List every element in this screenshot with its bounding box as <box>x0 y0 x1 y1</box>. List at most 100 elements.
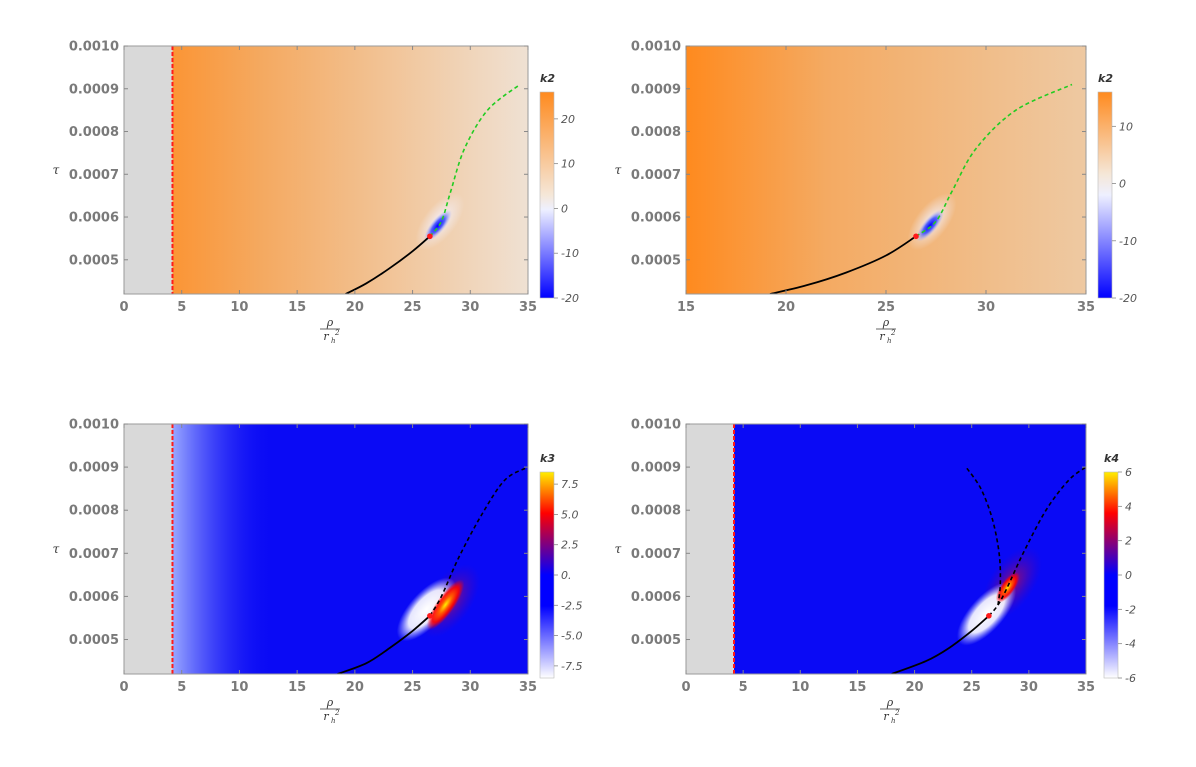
plot-area <box>124 424 528 674</box>
y-tick-label: 0.0007 <box>69 547 119 562</box>
x-axis-label-superscript: 2 <box>334 329 340 337</box>
y-axis-label: τ <box>615 163 622 177</box>
x-axis-label-denominator: r <box>879 330 885 343</box>
y-tick-label: 0.0009 <box>69 461 119 476</box>
x-tick-label: 30 <box>977 300 995 315</box>
y-tick-label: 0.0010 <box>631 40 681 55</box>
y-tick-label: 0.0007 <box>631 168 681 183</box>
x-tick-label: 25 <box>877 300 895 315</box>
colorbar: k4 6 4 2 0 -2 -4 -6 <box>1103 452 1136 685</box>
x-tick-label: 35 <box>519 300 537 315</box>
colorbar-tick-label: -4 <box>1125 638 1136 651</box>
x-tick-label: 30 <box>1020 680 1038 695</box>
y-tick-label: 0.0010 <box>69 418 119 433</box>
colorbar-tick-label: -5.0 <box>561 630 582 643</box>
curve-dashed-1 <box>915 83 1073 237</box>
x-tick-label: 35 <box>1077 300 1095 315</box>
colorbar-tick-label: 0 <box>1119 178 1126 191</box>
x-axis-label-superscript: 2 <box>890 329 896 337</box>
field-negative-blob <box>916 209 944 242</box>
x-tick-label: 5 <box>739 680 748 695</box>
y-tick-label: 0.0008 <box>69 125 119 140</box>
x-tick-label: 5 <box>177 680 186 695</box>
x-tick-label: 20 <box>346 300 364 315</box>
x-axis-label-numerator: ρ <box>326 696 334 709</box>
colorbar-tick-label: 2 <box>1125 535 1132 548</box>
colorbar-tick-label: 10 <box>561 158 575 171</box>
curve-dashed-1 <box>429 83 521 237</box>
field-background <box>124 46 528 294</box>
field-white-lobe <box>396 577 457 642</box>
x-tick-label: 10 <box>791 680 809 695</box>
x-axis-label-numerator: ρ <box>326 316 334 329</box>
panel-bottom-right: 0 5 10 15 20 25 30 350.00050.00060.00070.00080.… <box>615 418 1136 726</box>
x-tick-label: 25 <box>963 680 981 695</box>
panel-top-left: 0 5 10 15 20 25 30 350.00050.00060.00070.00080.… <box>53 40 579 346</box>
colorbar: k2 20 10 0 -10 -20 <box>539 72 579 305</box>
x-axis-label-subscript: h <box>891 717 896 725</box>
field-positive-lobe <box>995 572 1020 603</box>
panels: 0 5 10 15 20 25 30 350.00050.00060.00070.00080.… <box>53 40 1137 726</box>
y-tick-label: 0.0009 <box>631 82 681 97</box>
colorbar-title: k2 <box>1098 72 1113 85</box>
x-axis-label-denominator: r <box>323 710 329 723</box>
excluded-region <box>124 46 173 294</box>
y-axis-label: τ <box>53 163 60 177</box>
x-tick-label: 15 <box>288 300 306 315</box>
field-background <box>686 46 1086 294</box>
colorbar-title: k2 <box>540 72 555 85</box>
y-tick-label: 0.0007 <box>631 547 681 562</box>
colorbar-tick-label: 5.0 <box>561 508 579 521</box>
y-tick-label: 0.0007 <box>69 168 119 183</box>
colorbar-tick-label: 0. <box>561 569 572 582</box>
critical-point <box>427 233 433 240</box>
plot-area <box>686 424 1086 674</box>
colorbar-tick-label: 4 <box>1125 500 1132 513</box>
colorbar-tick-label: 0 <box>1125 569 1132 582</box>
x-axis-label-subscript: h <box>331 337 336 345</box>
colorbar-tick-label: 20 <box>561 113 575 126</box>
colorbar-tick-label: -10 <box>1119 235 1137 248</box>
x-tick-label: 35 <box>519 680 537 695</box>
x-axis-label-numerator: ρ <box>882 316 890 329</box>
critical-point <box>427 613 433 619</box>
colorbar-tick-label: -20 <box>561 292 579 305</box>
x-tick-label: 10 <box>230 680 248 695</box>
y-tick-label: 0.0010 <box>69 40 119 55</box>
panel-bottom-left: 0 5 10 15 20 25 30 35 0.0005 0.0006 0.0007 0.0008 0.… <box>53 418 583 726</box>
x-axis-label-denominator: r <box>883 710 889 723</box>
colorbar-tick-label: -10 <box>561 247 579 260</box>
colorbar-ramp <box>1097 91 1113 299</box>
x-tick-label: 35 <box>1077 680 1095 695</box>
panel-top-right: 15 20 25 30 350.00050.00060.00070.00080.0009… <box>615 40 1137 346</box>
y-tick-label: 0.0009 <box>69 82 119 97</box>
colorbar-ramp <box>539 471 555 679</box>
x-tick-label: 0 <box>119 300 128 315</box>
y-tick-label: 0.0006 <box>631 590 681 605</box>
x-tick-label: 10 <box>230 300 248 315</box>
critical-point <box>913 233 919 240</box>
x-tick-label: 30 <box>461 680 479 695</box>
critical-point <box>986 613 992 619</box>
excluded-region <box>686 424 734 674</box>
y-tick-label: 0.0005 <box>69 633 119 648</box>
colorbar-title: k3 <box>540 452 555 465</box>
colorbar-tick-label: 0 <box>561 202 568 215</box>
colorbar-tick-label: 6 <box>1125 466 1132 479</box>
colorbar-ramp <box>1103 471 1119 679</box>
field-positive-lobe <box>426 579 465 630</box>
x-tick-label: 25 <box>404 680 422 695</box>
x-axis-label-numerator: ρ <box>886 696 894 709</box>
y-axis-label: τ <box>53 542 60 556</box>
x-tick-label: 25 <box>404 300 422 315</box>
x-tick-label: 20 <box>346 680 364 695</box>
x-tick-label: 5 <box>177 300 186 315</box>
x-axis-label-superscript: 2 <box>894 709 900 717</box>
plot-area <box>124 46 528 294</box>
x-tick-label: 15 <box>288 680 306 695</box>
field-negative-blob <box>424 209 452 242</box>
colorbar: k3 7.5 5.0 2.5 0. -2.5 -5.0 -7.5 <box>539 452 582 679</box>
y-tick-label: 0.0005 <box>631 253 681 268</box>
y-tick-label: 0.0008 <box>631 504 681 519</box>
x-axis-label-denominator: r <box>323 330 329 343</box>
